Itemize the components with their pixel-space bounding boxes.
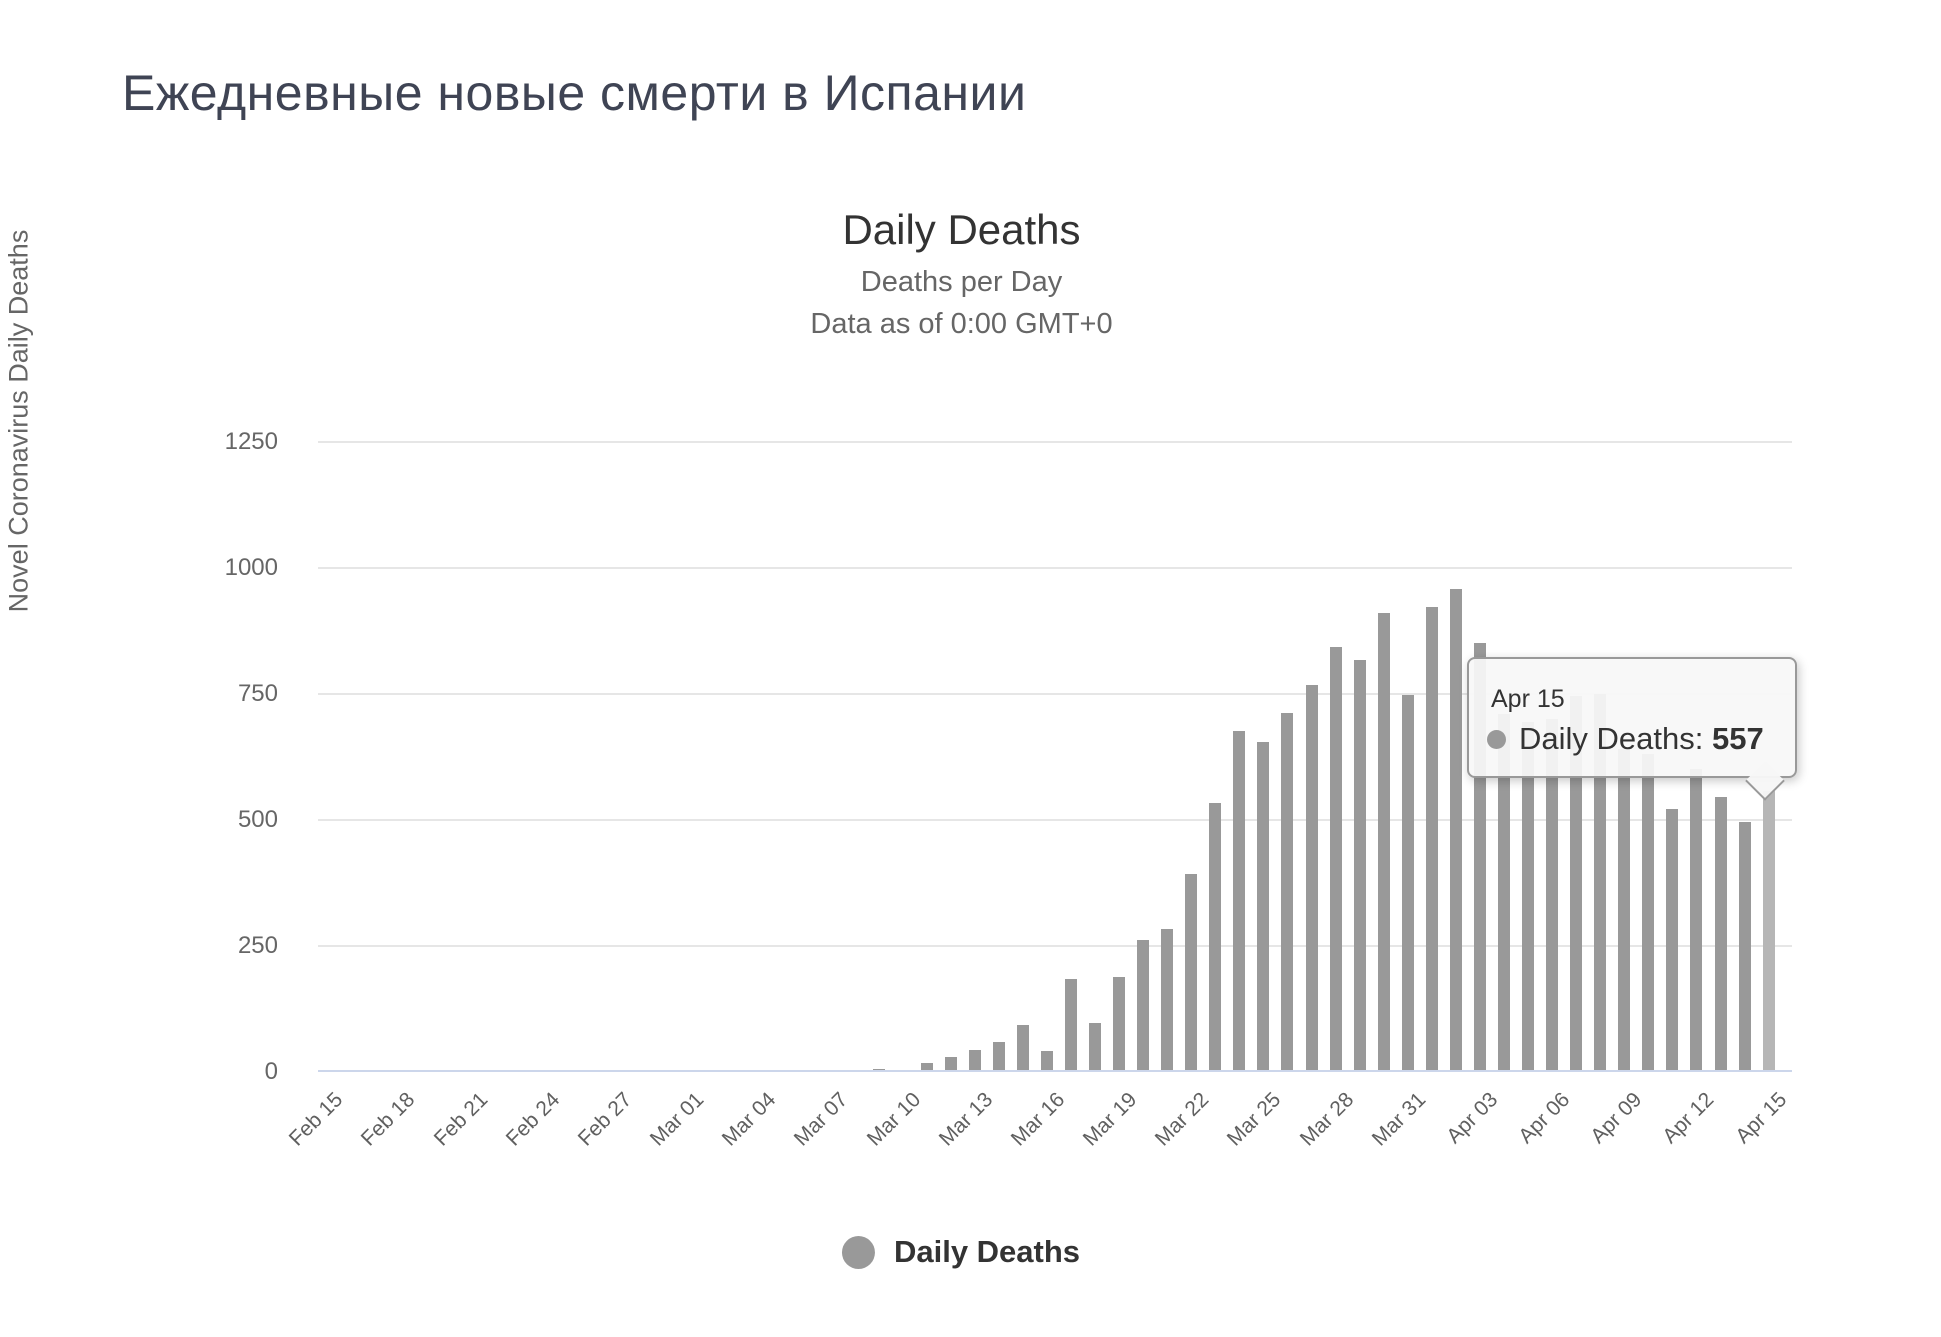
page-title: Ежедневные новые смерти в Испании bbox=[122, 65, 1027, 121]
tooltip-date: Apr 15 bbox=[1491, 685, 1565, 713]
legend-marker-icon bbox=[841, 1235, 875, 1269]
chart-bar-Mar-21[interactable] bbox=[1161, 928, 1174, 1072]
chart-bar-Mar-23[interactable] bbox=[1209, 802, 1222, 1072]
chart-bar-Apr-13[interactable] bbox=[1714, 796, 1727, 1072]
x-axis-tick-label-Mar-28: Mar 28 bbox=[1295, 1088, 1358, 1151]
x-axis-tick-label-Apr-03: Apr 03 bbox=[1442, 1088, 1503, 1149]
chart-bar-Mar-30[interactable] bbox=[1377, 612, 1390, 1072]
chart-bar-Mar-29[interactable] bbox=[1353, 659, 1366, 1072]
chart-bar-Mar-17[interactable] bbox=[1064, 978, 1077, 1072]
chart-bar-Mar-19[interactable] bbox=[1113, 976, 1126, 1072]
gridline-1000 bbox=[318, 567, 1792, 569]
daily-deaths-chart: Daily Deaths Deaths per Day Data as of 0… bbox=[128, 190, 1795, 1300]
chart-bar-Mar-20[interactable] bbox=[1137, 939, 1150, 1072]
x-axis-tick-label-Mar-01: Mar 01 bbox=[645, 1088, 709, 1151]
chart-title: Daily Deaths bbox=[842, 206, 1081, 253]
gridline-500 bbox=[318, 819, 1792, 821]
y-axis-tick-label-1250: 1250 bbox=[224, 428, 278, 455]
chart-bar-Apr-07[interactable] bbox=[1570, 695, 1583, 1072]
chart-tooltip: Apr 15 Daily Deaths: 557 bbox=[1467, 657, 1797, 778]
chart-bar-Apr-06[interactable] bbox=[1546, 719, 1559, 1072]
x-axis-tick-label-Feb-21: Feb 21 bbox=[429, 1088, 492, 1151]
chart-bar-Mar-28[interactable] bbox=[1329, 646, 1342, 1072]
chart-bar-Mar-26[interactable] bbox=[1281, 713, 1294, 1072]
tooltip-series-row: Daily Deaths: 557 bbox=[1487, 721, 1764, 757]
chart-bar-Mar-24[interactable] bbox=[1233, 731, 1246, 1072]
chart-bar-Apr-02[interactable] bbox=[1449, 588, 1462, 1072]
chart-bar-Apr-01[interactable] bbox=[1425, 607, 1438, 1072]
chart-bar-Mar-16[interactable] bbox=[1040, 1050, 1053, 1072]
x-axis-tick-label-Mar-10: Mar 10 bbox=[862, 1088, 925, 1151]
tooltip-series-label: Daily Deaths: bbox=[1519, 721, 1704, 756]
tooltip-value: 557 bbox=[1711, 721, 1764, 756]
gridline-1250 bbox=[318, 441, 1792, 443]
legend-item-daily-deaths[interactable]: Daily Deaths bbox=[841, 1234, 1081, 1270]
chart-bar-Mar-11[interactable] bbox=[920, 1062, 933, 1072]
legend-label: Daily Deaths bbox=[893, 1234, 1081, 1269]
gridline-250 bbox=[318, 945, 1792, 947]
chart-bar-Apr-08[interactable] bbox=[1594, 694, 1607, 1072]
y-axis-tick-label-1000: 1000 bbox=[224, 554, 278, 581]
chart-bar-Mar-27[interactable] bbox=[1305, 684, 1318, 1072]
gridline-750 bbox=[318, 693, 1792, 695]
x-axis-tick-label-Mar-22: Mar 22 bbox=[1151, 1088, 1214, 1151]
x-axis-tick-label-Feb-15: Feb 15 bbox=[284, 1088, 348, 1151]
chart-bar-Apr-14[interactable] bbox=[1738, 821, 1751, 1072]
chart-bar-Mar-15[interactable] bbox=[1016, 1025, 1029, 1072]
chart-bar-Apr-05[interactable] bbox=[1522, 722, 1535, 1072]
x-axis-tick-label-Apr-15: Apr 15 bbox=[1730, 1088, 1791, 1149]
x-axis-tick-label-Mar-04: Mar 04 bbox=[718, 1088, 781, 1151]
chart-bar-Apr-10[interactable] bbox=[1642, 754, 1655, 1072]
x-axis-tick-label-Mar-19: Mar 19 bbox=[1078, 1088, 1142, 1151]
y-axis-tick-label-0: 0 bbox=[264, 1058, 278, 1085]
chart-bar-Mar-22[interactable] bbox=[1185, 874, 1198, 1072]
y-axis-tick-label-500: 500 bbox=[237, 806, 278, 833]
x-axis-tick-label-Mar-16: Mar 16 bbox=[1006, 1088, 1070, 1151]
chart-bar-Mar-25[interactable] bbox=[1257, 741, 1270, 1072]
y-axis-tick-label-250: 250 bbox=[237, 932, 278, 959]
y-axis-tick-label-750: 750 bbox=[237, 680, 278, 707]
chart-bar-Mar-31[interactable] bbox=[1401, 695, 1414, 1072]
x-axis-tick-label-Feb-27: Feb 27 bbox=[573, 1088, 637, 1151]
x-axis-tick-label-Apr-12: Apr 12 bbox=[1658, 1088, 1719, 1149]
x-axis-tick-label-Mar-25: Mar 25 bbox=[1223, 1088, 1286, 1151]
chart-bar-Mar-14[interactable] bbox=[992, 1041, 1005, 1072]
x-axis-tick-label-Mar-07: Mar 07 bbox=[790, 1088, 853, 1151]
chart-bar-Mar-12[interactable] bbox=[944, 1057, 957, 1072]
x-axis-tick-label-Mar-13: Mar 13 bbox=[934, 1088, 997, 1151]
x-axis-line bbox=[318, 1070, 1792, 1072]
x-axis-tick-label-Mar-31: Mar 31 bbox=[1367, 1088, 1431, 1151]
chart-bar-Apr-15[interactable] bbox=[1762, 791, 1775, 1072]
chart-bar-Apr-09[interactable] bbox=[1618, 749, 1631, 1072]
series-marker-dot bbox=[1487, 729, 1506, 749]
chart-bar-Apr-04[interactable] bbox=[1497, 714, 1510, 1072]
chart-bar-Apr-11[interactable] bbox=[1666, 809, 1679, 1072]
x-axis-tick-label-Apr-06: Apr 06 bbox=[1514, 1088, 1575, 1149]
chart-subtitle-line1: Deaths per Day bbox=[860, 266, 1063, 298]
chart-bar-Mar-13[interactable] bbox=[968, 1050, 981, 1072]
chart-bar-Mar-18[interactable] bbox=[1089, 1022, 1102, 1072]
x-axis-tick-label-Feb-18: Feb 18 bbox=[357, 1088, 420, 1151]
x-axis-tick-label-Apr-09: Apr 09 bbox=[1586, 1088, 1647, 1149]
chart-subtitle-line2: Data as of 0:00 GMT+0 bbox=[810, 308, 1113, 340]
chart-bar-Apr-12[interactable] bbox=[1690, 769, 1703, 1072]
x-axis-tick-label-Feb-24: Feb 24 bbox=[501, 1088, 564, 1151]
